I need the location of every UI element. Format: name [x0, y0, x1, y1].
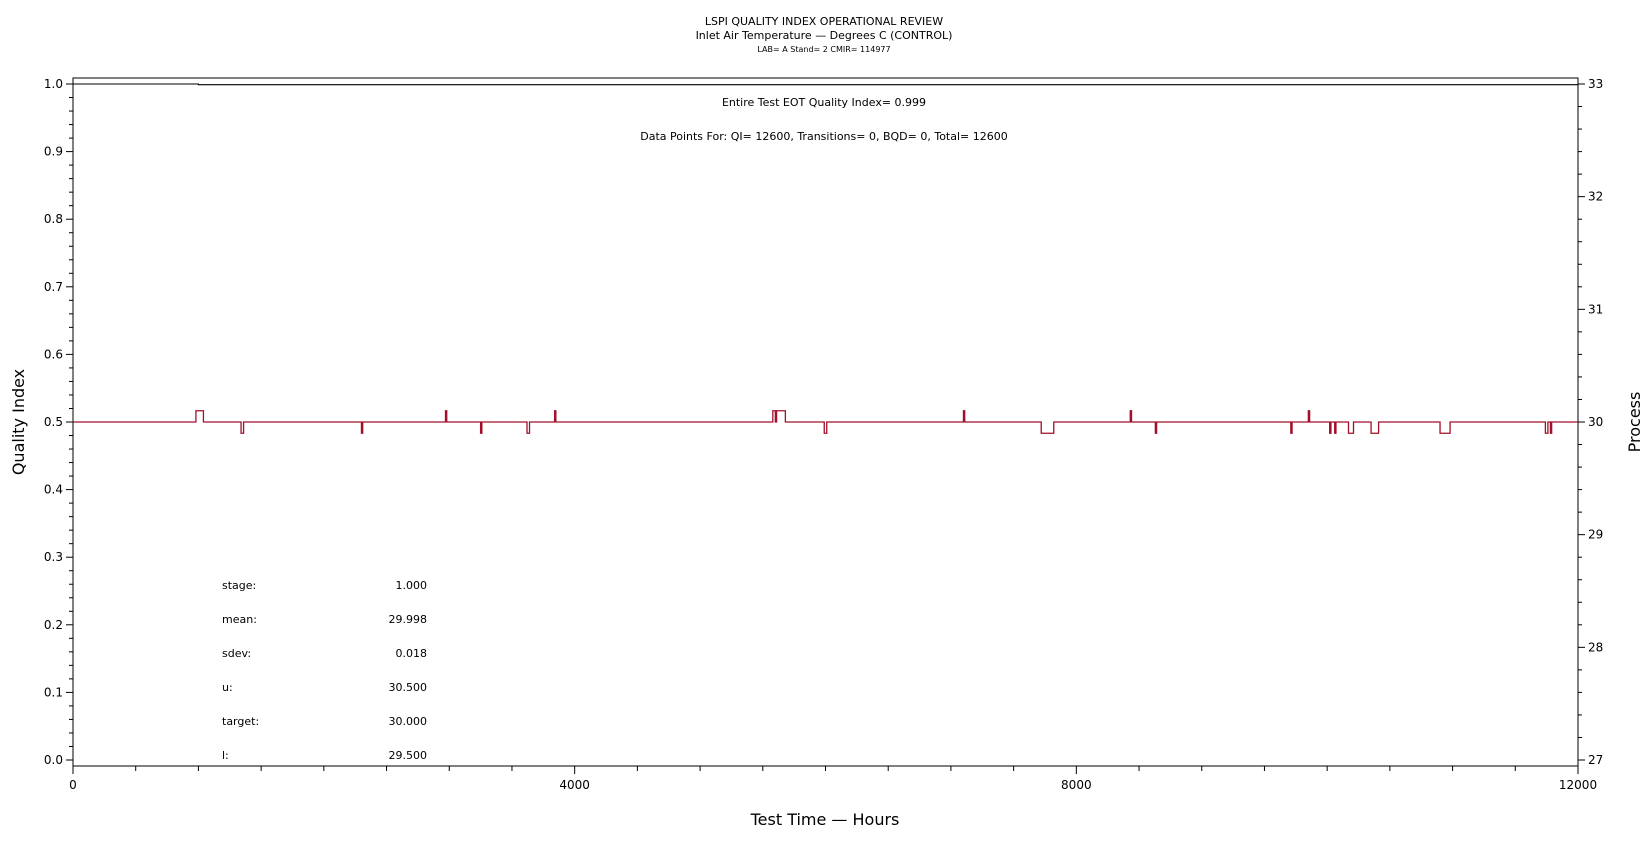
stat-label: mean:: [222, 613, 257, 626]
x-axis-title: Test Time — Hours: [750, 810, 900, 829]
stat-value: 29.998: [389, 613, 428, 626]
stat-value: 0.018: [396, 647, 428, 660]
y-left-tick-label: 0.0: [44, 753, 63, 767]
chart-subtitle: Inlet Air Temperature — Degrees C (CONTR…: [696, 29, 953, 42]
stat-label: sdev:: [222, 647, 251, 660]
x-axis-ticks: 0 4000 8000 12000: [69, 766, 1597, 792]
x-tick-label: 12000: [1559, 778, 1597, 792]
y-right-tick-label: 29: [1588, 528, 1603, 542]
y-right-axis-title: Process: [1625, 392, 1644, 453]
stat-value: 29.500: [389, 749, 428, 762]
stat-value: 30.000: [389, 715, 428, 728]
stat-label: l:: [222, 749, 229, 762]
eot-quality-annotation: Entire Test EOT Quality Index= 0.999: [722, 96, 926, 109]
y-left-tick-label: 0.9: [44, 145, 63, 159]
quality-index-series-line: [73, 83, 1578, 86]
chart-info-line: LAB= A Stand= 2 CMIR= 114977: [757, 45, 890, 54]
y-left-tick-label: 0.7: [44, 280, 63, 294]
chart-title: LSPI QUALITY INDEX OPERATIONAL REVIEW: [705, 15, 943, 28]
stat-value: 30.500: [389, 681, 428, 694]
y-left-axis-ticks: 0.0 0.1 0.2 0.3 0.4 0.5 0.6 0.7 0.8 0.9 1.0: [44, 77, 73, 767]
stat-label: u:: [222, 681, 233, 694]
y-right-tick-label: 33: [1588, 77, 1603, 91]
y-left-tick-label: 0.1: [44, 685, 63, 699]
y-right-tick-label: 30: [1588, 415, 1603, 429]
y-right-tick-label: 27: [1588, 753, 1603, 767]
y-right-tick-label: 32: [1588, 190, 1603, 204]
process-series-line: [73, 410, 1578, 434]
y-right-tick-label: 31: [1588, 302, 1603, 316]
stats-table: stage: 1.000 mean: 29.998 sdev: 0.018 u: 30.500…: [222, 579, 427, 762]
y-left-tick-label: 0.3: [44, 550, 63, 564]
data-points-annotation: Data Points For: QI= 12600, Transitions=…: [640, 130, 1008, 143]
x-tick-label: 0: [69, 778, 77, 792]
y-left-tick-label: 0.4: [44, 483, 63, 497]
y-left-tick-label: 0.8: [44, 212, 63, 226]
y-left-tick-label: 0.5: [44, 415, 63, 429]
x-tick-label: 8000: [1061, 778, 1092, 792]
stat-label: target:: [222, 715, 259, 728]
y-left-axis-title: Quality Index: [9, 369, 28, 475]
stat-value: 1.000: [396, 579, 428, 592]
y-left-tick-label: 0.6: [44, 347, 63, 361]
y-left-tick-label: 0.2: [44, 618, 63, 632]
stat-label: stage:: [222, 579, 256, 592]
y-left-tick-label: 1.0: [44, 77, 63, 91]
x-tick-label: 4000: [559, 778, 590, 792]
y-right-tick-label: 28: [1588, 640, 1603, 654]
y-right-axis-ticks: 27 28 29 30 31 32 33: [1578, 77, 1603, 767]
series-layer: [73, 83, 1578, 434]
